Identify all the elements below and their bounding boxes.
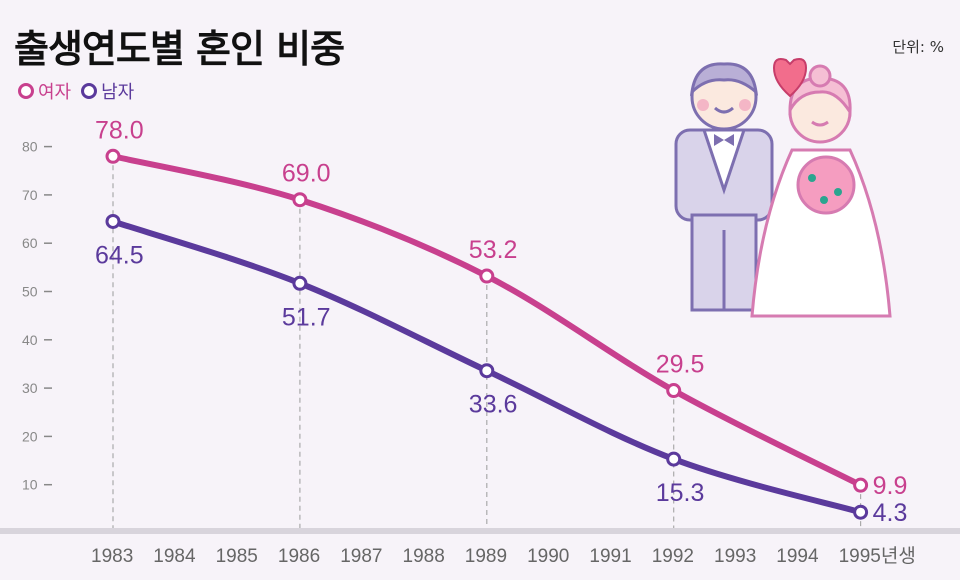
data-label: 51.7 (282, 303, 331, 331)
data-label: 78.0 (95, 116, 144, 144)
y-tick-label: 60 (22, 235, 38, 251)
y-tick-label: 50 (22, 284, 38, 300)
data-point (479, 363, 495, 379)
legend-marker-female (18, 83, 34, 99)
x-tick-label: 1986 (278, 546, 320, 567)
y-tick-label: 70 (22, 187, 38, 203)
x-tick-label: 1983 (91, 546, 133, 567)
x-tick-label: 1992 (652, 546, 694, 567)
data-point (666, 383, 682, 399)
data-label: 64.5 (95, 241, 144, 269)
data-label: 15.3 (656, 479, 705, 507)
data-label: 29.5 (656, 351, 705, 379)
legend: 여자 남자 (18, 78, 134, 104)
legend-label-female: 여자 (38, 82, 72, 103)
y-tick-label: 40 (22, 332, 38, 348)
x-tick-label: 1984 (153, 546, 196, 567)
x-tick-label: 1991 (589, 546, 631, 567)
data-point (479, 268, 495, 284)
x-axis-baseline (0, 528, 960, 534)
legend-item-male: 남자 (81, 78, 134, 104)
data-label: 9.9 (873, 472, 908, 500)
legend-marker-male (81, 83, 98, 99)
data-point (105, 148, 121, 164)
data-point (666, 451, 682, 467)
x-tick-label: 1987 (340, 546, 382, 567)
y-tick-label: 30 (22, 380, 38, 396)
data-point (292, 275, 308, 291)
data-point (853, 477, 869, 493)
y-tick-label: 20 (22, 428, 38, 444)
data-point (292, 192, 308, 208)
y-tick-label: 80 (22, 139, 38, 155)
legend-label-male: 남자 (101, 82, 135, 103)
chart-title: 출생연도별 혼인 비중 (14, 27, 345, 71)
x-tick-label: 1990 (527, 546, 569, 567)
data-label: 33.6 (469, 391, 518, 419)
data-label: 69.0 (282, 160, 331, 188)
wedding-couple-illustration (674, 58, 892, 318)
x-tick-label: 1995년생 (839, 545, 916, 567)
data-point (853, 504, 869, 520)
x-tick-label: 1989 (465, 546, 507, 567)
x-tick-label: 1993 (714, 546, 756, 567)
x-tick-label: 1985 (216, 546, 258, 567)
x-tick-label: 1988 (403, 546, 445, 567)
unit-label: 단위: % (892, 38, 944, 56)
data-point (105, 213, 121, 229)
data-label: 53.2 (469, 236, 518, 264)
data-label: 4.3 (873, 499, 908, 527)
x-tick-label: 1994 (776, 546, 819, 567)
legend-item-female: 여자 (18, 78, 71, 104)
y-tick-label: 10 (22, 477, 38, 493)
